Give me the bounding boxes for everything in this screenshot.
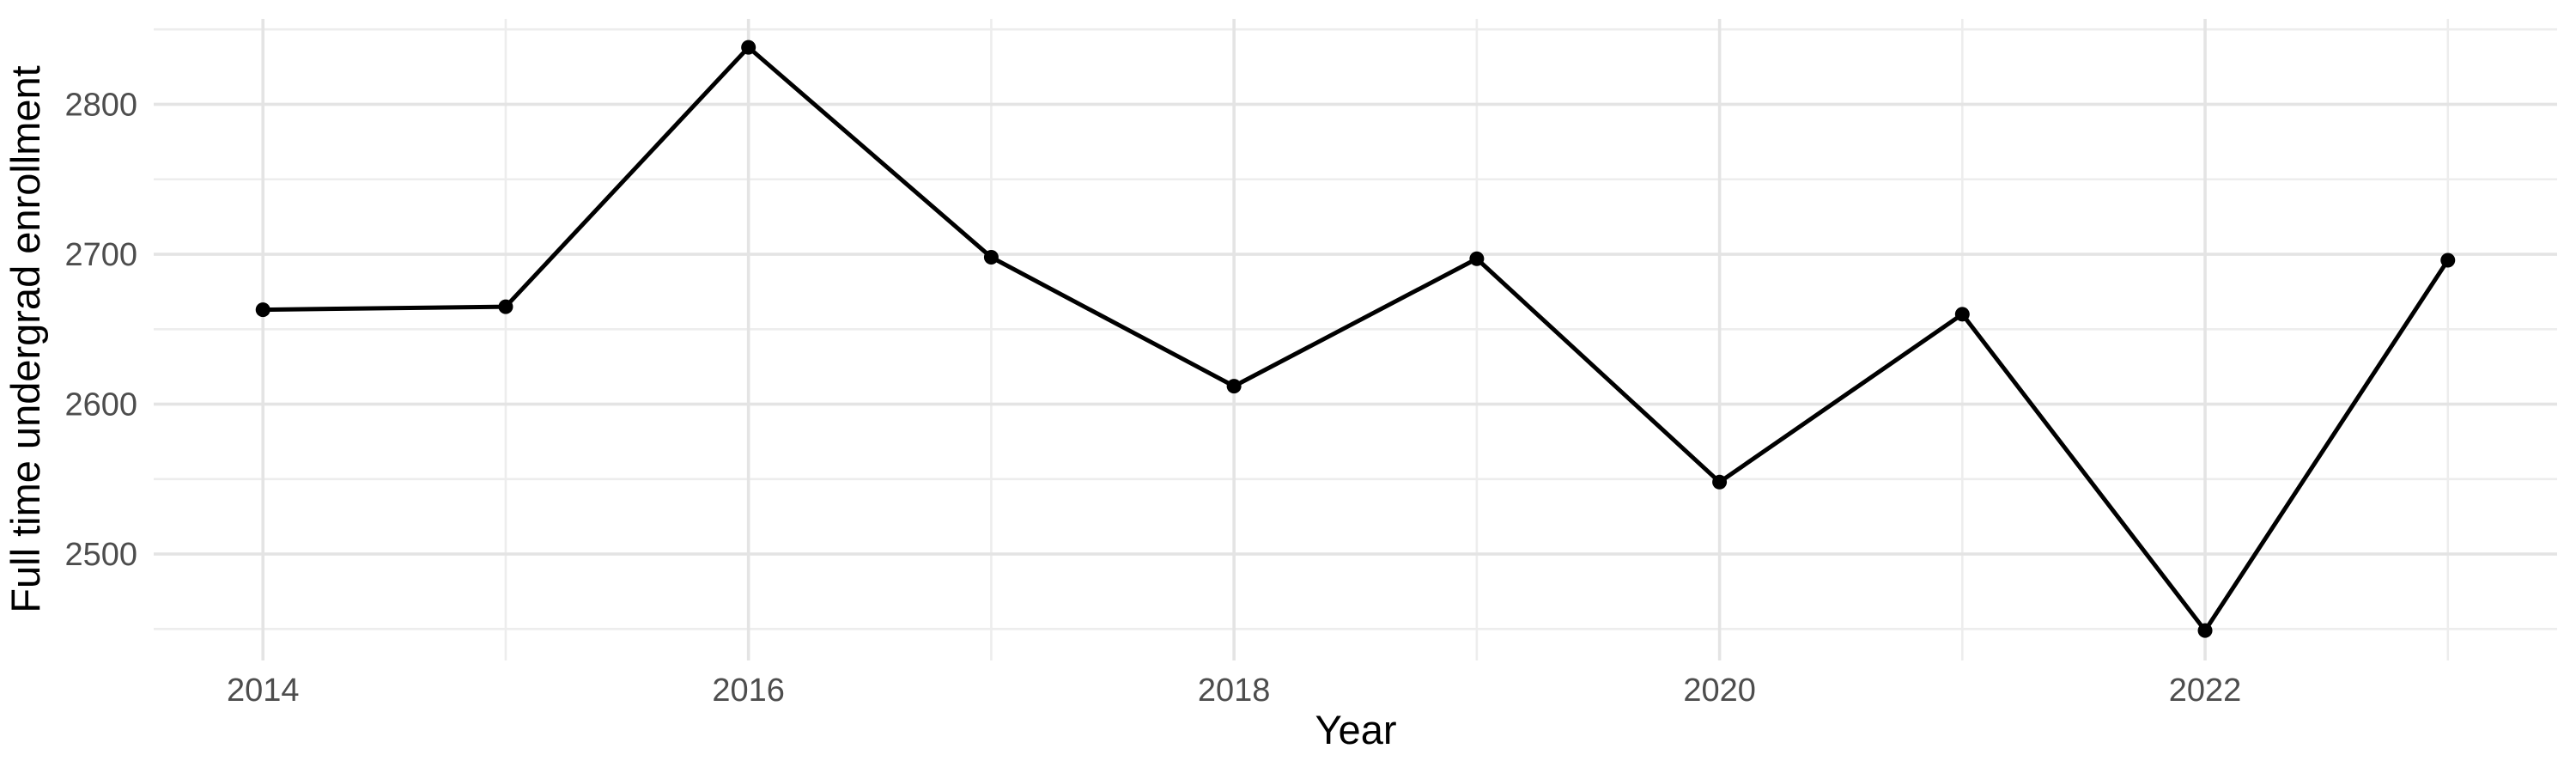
y-tick-label: 2700: [64, 237, 137, 273]
gridlines-major: [154, 19, 2557, 660]
data-line: [263, 45, 2450, 633]
data-point: [741, 40, 756, 55]
x-tick-label: 2022: [2169, 673, 2242, 709]
x-tick-label: 2014: [227, 673, 300, 709]
y-tick-label: 2600: [64, 387, 137, 423]
data-point: [1954, 307, 1970, 322]
data-point: [2440, 253, 2456, 268]
data-point: [1712, 474, 1728, 490]
gridlines-minor: [154, 19, 2557, 660]
y-tick-label: 2800: [64, 87, 137, 123]
y-axis-title: Full time undergrad enrollment: [3, 65, 48, 612]
tick-labels: 2500 2600 2700 2800 2014 2016 2018 2020 2022: [64, 87, 2241, 709]
x-axis-title: Year: [1315, 707, 1397, 752]
data-point: [1226, 379, 1242, 394]
x-tick-label: 2016: [712, 673, 785, 709]
data-series: [255, 40, 2456, 638]
data-point: [1469, 251, 1485, 266]
x-tick-label: 2020: [1683, 673, 1756, 709]
data-point: [983, 250, 999, 265]
data-point: [2197, 623, 2213, 638]
x-tick-label: 2018: [1198, 673, 1271, 709]
data-point: [498, 299, 513, 314]
y-tick-label: 2500: [64, 537, 137, 573]
data-point: [255, 302, 270, 318]
